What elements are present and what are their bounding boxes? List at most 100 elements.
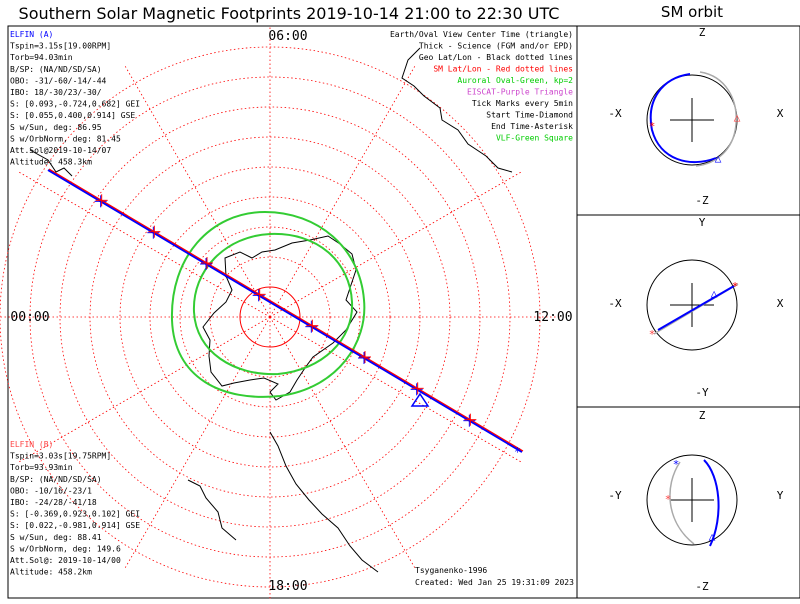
mlt-label-bottom: 18:00: [268, 579, 307, 594]
axis-label-bottom: -Z: [695, 194, 709, 207]
orbit-marker: *: [673, 458, 680, 471]
sm-longitude-line: [18, 316, 271, 463]
earth-circle: [646, 74, 738, 166]
sm-longitude-line: [269, 316, 416, 569]
elfin_a-info-line: Torb=94.03min: [10, 53, 73, 62]
elfin_b-info-line: Tspin=3.03s[19.75RPM]: [10, 452, 111, 461]
footprint-track-elfin-a: [47, 169, 523, 453]
sm-longitude-line: [18, 171, 271, 318]
elfin_a-info-line: B/SP: (NA/ND/SD/SA): [10, 65, 102, 74]
footprint-tracks: *: [47, 168, 524, 459]
legend: Earth/Oval View Center Time (triangle) Th…: [390, 30, 573, 143]
elfin-a-info: ELFIN (A) Tspin=3.15s[19.00RPM] Torb=94.03…: [10, 30, 140, 167]
footprint-track-elfin-b: [48, 168, 524, 452]
model-credit: Tsyganenko-1996: [415, 566, 487, 575]
elfin_a-info-line: Tspin=3.15s[19.00RPM]: [10, 42, 111, 51]
orbit-elfin-b: [669, 461, 695, 545]
legend-entry: Start Time-Diamond: [486, 111, 573, 120]
australia-coast: [401, 47, 513, 173]
sm-longitude-line: [269, 65, 416, 318]
axis-label-left: -X: [608, 297, 622, 310]
sm-grid: [0, 27, 560, 604]
sm-longitude-line: [269, 316, 522, 463]
elfin_b-info-line: OBO: -10/16/-23/1: [10, 486, 92, 495]
sm-latitude-circle: [59, 106, 481, 528]
created-timestamp: Created: Wed Jan 25 19:31:09 2023: [415, 578, 574, 587]
auroral-oval: [170, 210, 366, 398]
orbit-panels-frame: [576, 25, 800, 599]
antarctica-coast: [202, 235, 358, 401]
orbit-elfin-a: [649, 73, 717, 164]
legend-entry: SM Lat/Lon - Red dotted lines: [433, 65, 573, 74]
elfin_a-info-line: IBO: 18/-30/23/-30/: [10, 88, 102, 97]
axis-label-bottom: -Y: [695, 386, 709, 399]
auroral-oval-inner: [192, 232, 354, 376]
orbit-elfin-b: [695, 71, 737, 167]
sm-longitude-line: [269, 171, 522, 318]
orbit-panel-yz: Z -Z -Y Y * * △: [608, 409, 783, 593]
elfin_b-info-line: S w/OrbNorm, deg: 149.6: [10, 544, 121, 553]
elfin_a-info-line: S: [0.093,-0.724,0.682] GEI: [10, 100, 140, 109]
orbit-marker: △: [709, 530, 716, 543]
legend-entry: Tick Marks every 5min: [472, 99, 573, 108]
orbit-panel-xy: Y -Y -X X * * △: [608, 216, 783, 399]
earth-circle: [646, 454, 738, 546]
legend-entry: EISCAT-Purple Triangle: [467, 88, 573, 97]
axis-label-bottom: -Z: [695, 580, 709, 593]
auroral-oval-outer: [170, 210, 366, 398]
orbit-marker: *: [665, 493, 672, 506]
view-center-triangle: [410, 392, 430, 407]
axis-label-right: X: [777, 107, 784, 120]
elfin_b-info-line: S: [-0.369,0.923,0.102] GEI: [10, 510, 140, 519]
orbit-title: SM orbit: [661, 3, 723, 21]
axis-label-top: Z: [699, 26, 706, 39]
antarctica-outline: [29, 47, 513, 573]
orbit-marker: △: [711, 287, 718, 300]
sm-latitude-circle: [179, 226, 361, 408]
axis-label-left: -X: [608, 107, 622, 120]
elfin_b-info-line: Att.Sol@: 2019-10-14/00: [10, 556, 121, 565]
elfin_b-info-line: ELFIN (B): [10, 440, 53, 449]
axis-label-top: Y: [699, 216, 706, 229]
axis-label-top: Z: [699, 409, 706, 422]
legend-entry: End Time-Asterisk: [491, 122, 573, 131]
elfin_a-info-line: Att.Sol@2019-10-14/07: [10, 146, 111, 155]
orbit-panel-xz: Z -Z -X X * △ △: [608, 26, 783, 207]
orbit-marker: *: [649, 328, 656, 341]
orbit-elfin-a: [703, 459, 720, 547]
figure-title: Southern Solar Magnetic Footprints 2019-…: [19, 4, 560, 23]
earth-circle: [646, 259, 738, 351]
elfin_a-info-line: S w/OrbNorm, deg: 81.45: [10, 134, 121, 143]
elfin_b-info-line: IBO: -24/28/-41/18: [10, 498, 97, 507]
orbit-elfin-a: [657, 285, 735, 331]
sm-longitude-line: [124, 316, 271, 569]
mlt-label-right: 12:00: [533, 310, 572, 325]
mlt-label-left: 00:00: [10, 310, 49, 325]
legend-entry: Auroral Oval-Green, kp=2: [457, 76, 573, 85]
elfin_b-info-line: B/SP: (NA/ND/SD/SA): [10, 475, 102, 484]
elfin_a-info-line: ELFIN (A): [10, 30, 53, 39]
sm-latitude-circle: [239, 286, 301, 348]
orbit-marker: △: [734, 111, 741, 124]
africa-coast: [29, 149, 73, 177]
sm-latitude-circle: [0, 46, 541, 588]
elfin_a-info-line: S w/Sun, deg: 86.95: [10, 123, 102, 132]
polar-plot-frame: [7, 25, 578, 599]
legend-entry: Earth/Oval View Center Time (triangle): [390, 30, 573, 39]
elfin_a-info-line: Altitude: 458.3km: [10, 158, 92, 167]
orbit-marker: △: [715, 152, 722, 165]
orbit-marker: *: [732, 280, 739, 293]
legend-entry: VLF-Green Square: [496, 134, 573, 143]
legend-entry: Geo Lat/Lon - Black dotted lines: [419, 53, 573, 62]
orbit-marker: *: [649, 120, 656, 133]
axis-label-right: X: [777, 297, 784, 310]
elfin_b-info-line: Altitude: 458.2km: [10, 568, 92, 577]
mlt-label-top: 06:00: [268, 29, 307, 44]
island-coast: [187, 479, 237, 541]
axis-label-right: Y: [777, 489, 784, 502]
elfin_b-info-line: S w/Sun, deg: 88.41: [10, 533, 102, 542]
elfin-b-info: ELFIN (B) Tspin=3.03s[19.75RPM] Torb=93.93…: [10, 440, 140, 577]
sm-latitude-circle: [119, 166, 421, 468]
legend-entry: Thick - Science (FGM and/or EPD): [419, 42, 573, 51]
